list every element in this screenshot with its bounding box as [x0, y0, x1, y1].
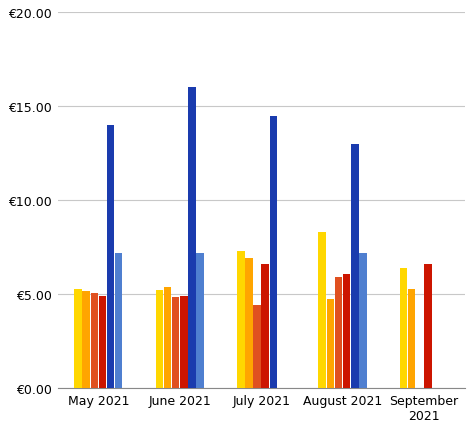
Bar [107, 126, 114, 388]
Bar [172, 297, 179, 388]
Bar [82, 292, 90, 388]
Bar [359, 253, 367, 388]
Bar [270, 117, 277, 388]
Bar [74, 289, 82, 388]
Bar [180, 296, 188, 388]
Bar [115, 253, 123, 388]
Bar [424, 264, 432, 388]
Bar [326, 299, 334, 388]
Bar [351, 144, 359, 388]
Bar [254, 306, 261, 388]
Bar [99, 296, 106, 388]
Bar [90, 294, 98, 388]
Bar [408, 289, 415, 388]
Bar [156, 291, 163, 388]
Bar [262, 264, 269, 388]
Bar [343, 275, 350, 388]
Bar [245, 259, 253, 388]
Bar [164, 287, 171, 388]
Bar [335, 278, 342, 388]
Bar [188, 87, 196, 388]
Bar [237, 252, 245, 388]
Bar [318, 233, 326, 388]
Bar [196, 253, 204, 388]
Bar [400, 268, 407, 388]
